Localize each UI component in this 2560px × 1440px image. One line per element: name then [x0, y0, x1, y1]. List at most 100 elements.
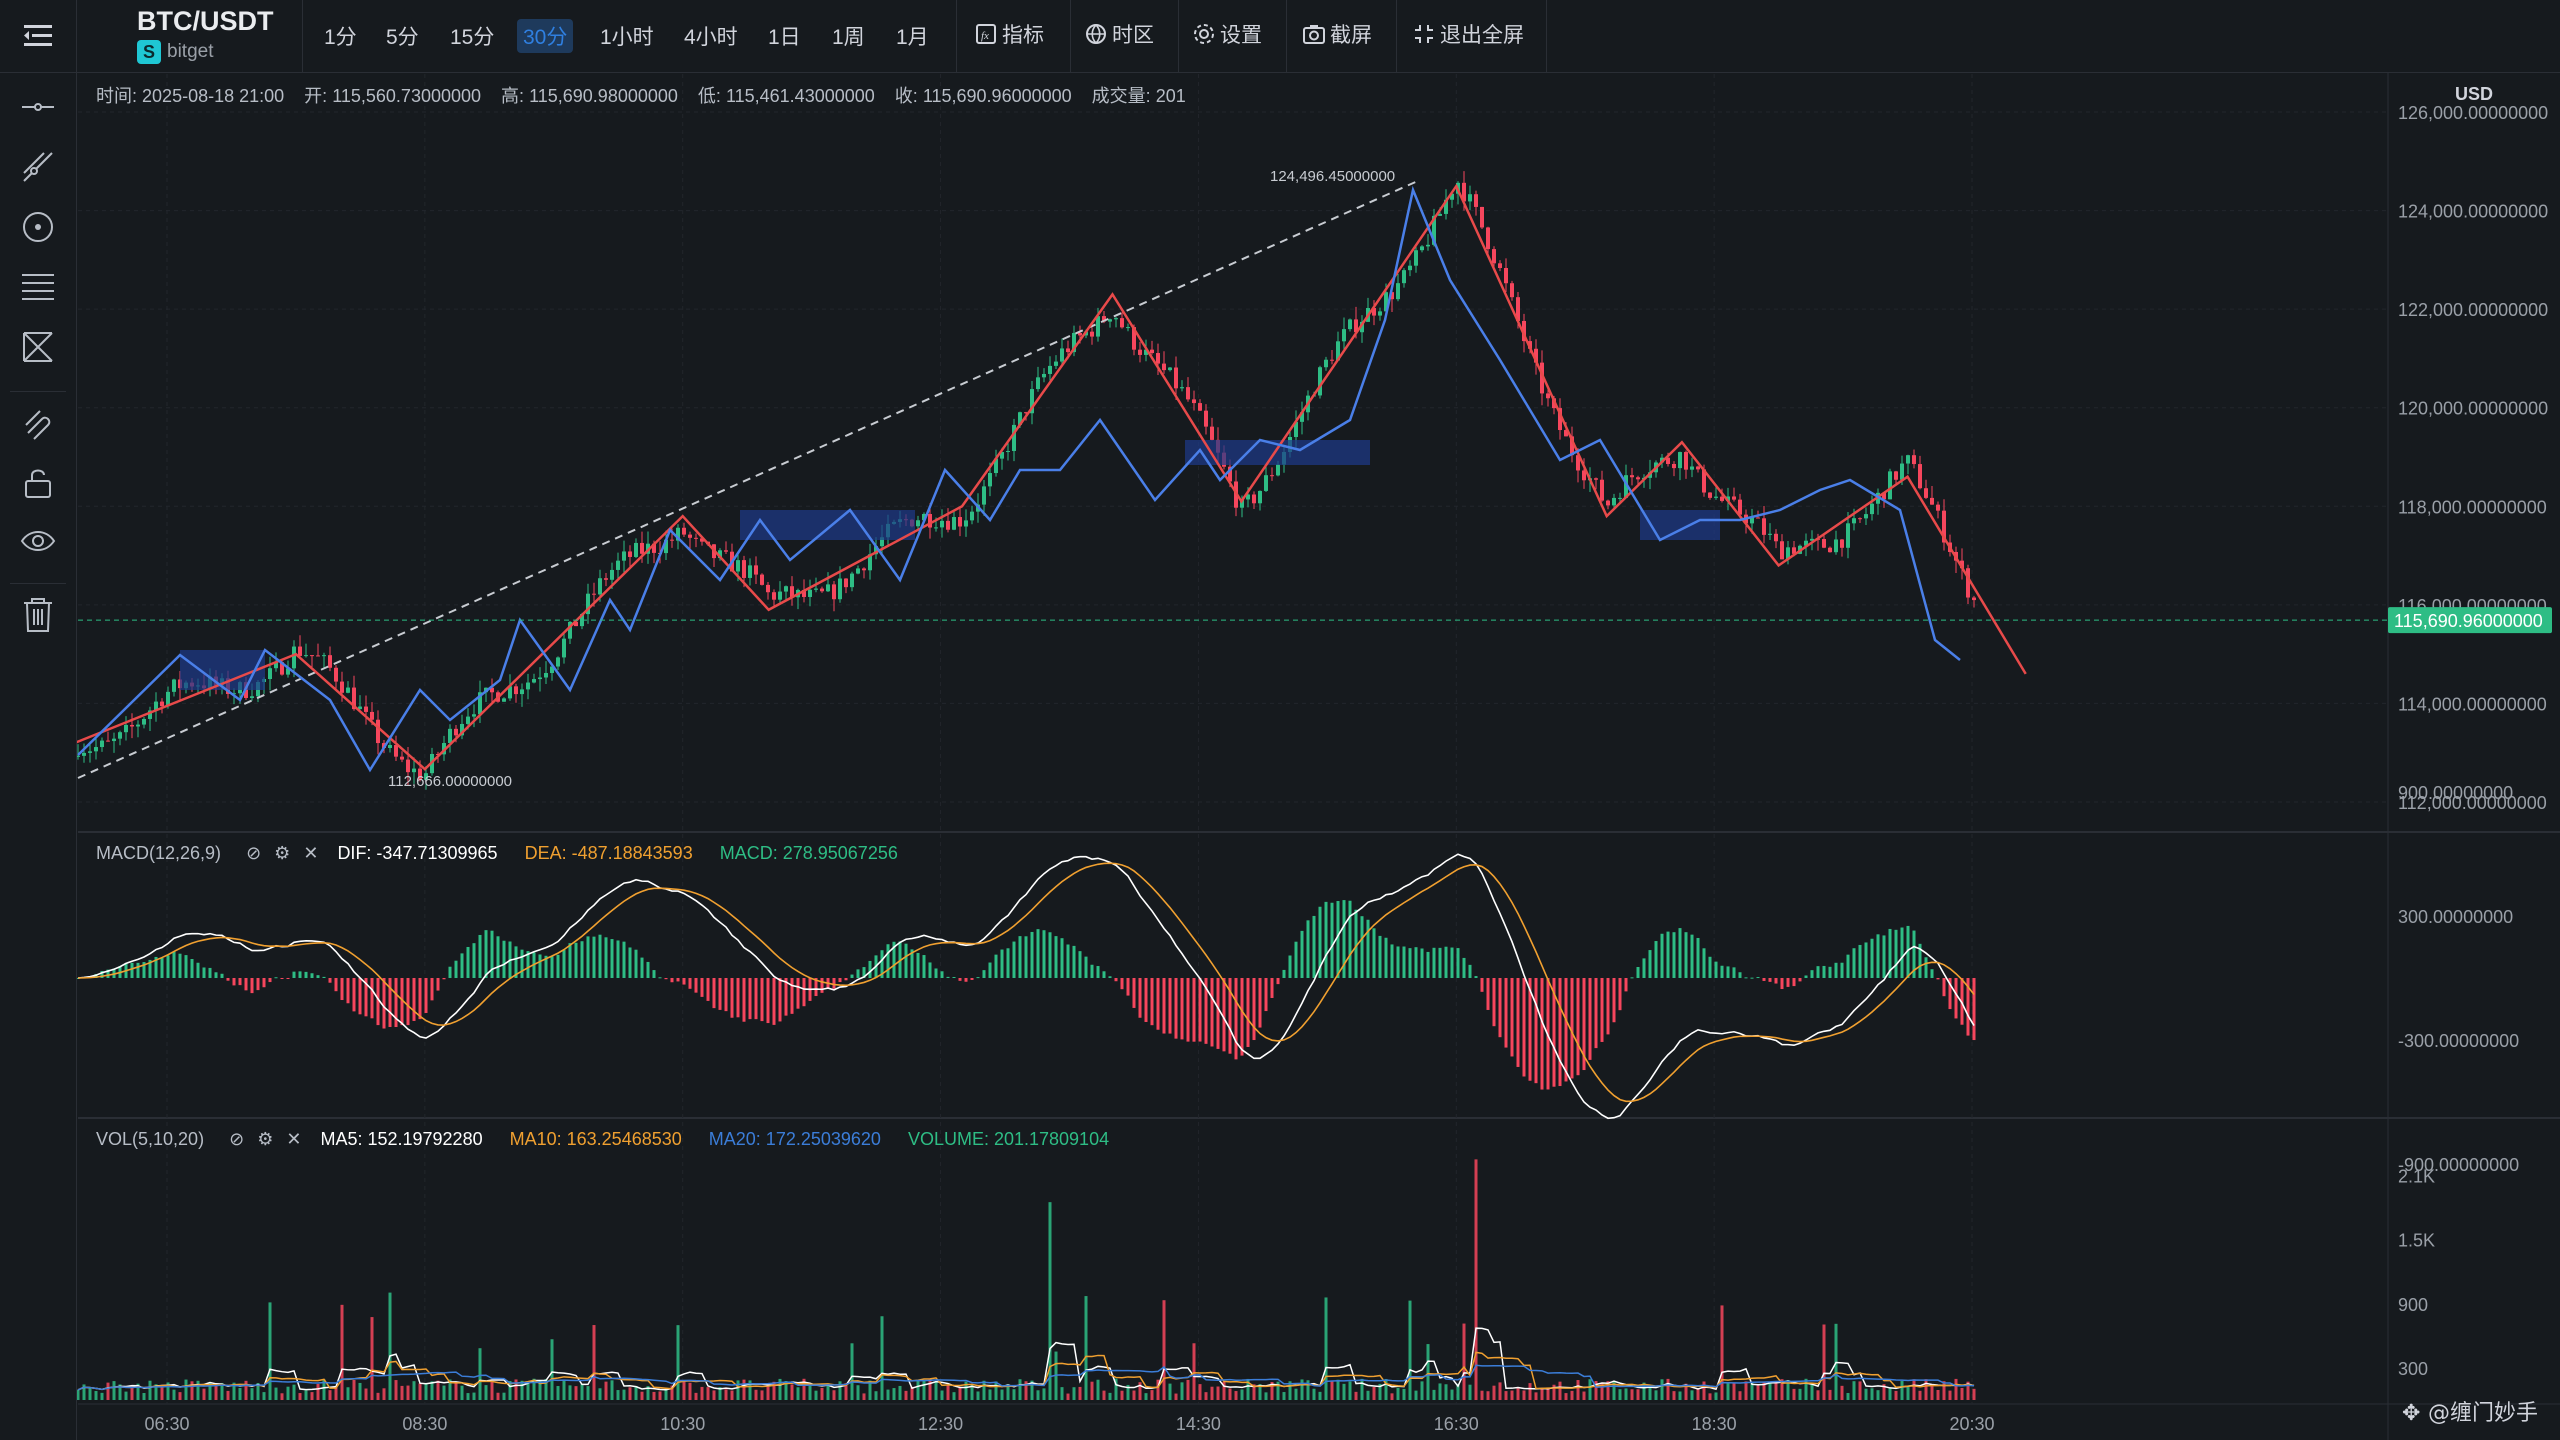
candle-body: [1768, 533, 1772, 535]
macd-histogram-bar: [394, 978, 398, 1028]
macd-visibility-icon[interactable]: ⊘: [246, 843, 262, 863]
volume-bar: [1084, 1296, 1088, 1400]
macd-histogram-bar: [1072, 945, 1076, 978]
interval-1d[interactable]: 1日: [768, 26, 801, 49]
settings-button[interactable]: 设置: [1192, 19, 1262, 49]
macd-histogram-bar: [334, 978, 338, 992]
candle-body: [1048, 365, 1052, 374]
macd-histogram-bar: [952, 977, 956, 979]
volume-bar: [160, 1386, 164, 1400]
macd-dea-line: [77, 862, 1975, 1103]
interval-1m[interactable]: 1分: [324, 26, 357, 49]
candle-body: [82, 752, 86, 756]
volume-bar: [166, 1382, 170, 1400]
candle-body: [958, 517, 962, 527]
vol-close-icon[interactable]: ✕: [286, 1129, 302, 1149]
candle-body: [1372, 308, 1376, 316]
pattern-icon[interactable]: [18, 327, 58, 367]
volume-bar: [1108, 1392, 1112, 1400]
exit-fullscreen-button[interactable]: 退出全屏: [1412, 19, 1524, 49]
macd-histogram-bar: [478, 934, 482, 978]
candle-body: [1186, 387, 1190, 400]
candle-body: [952, 517, 956, 530]
horizontal-line-icon[interactable]: [18, 87, 58, 127]
price-tick-label: 124,000.00000000: [2398, 202, 2548, 222]
magnet-icon[interactable]: [18, 403, 58, 443]
macd-histogram-bar: [946, 976, 950, 978]
volume-bar: [328, 1390, 332, 1400]
price-tick-label: 114,000.00000000: [2398, 694, 2547, 714]
volume-bar: [400, 1385, 404, 1400]
volume-bar: [970, 1384, 974, 1400]
volume-bar: [484, 1385, 488, 1400]
screenshot-button[interactable]: 截屏: [1302, 19, 1372, 49]
candle-body: [694, 537, 698, 539]
interval-1h[interactable]: 1小时: [600, 26, 654, 49]
volume-bar: [1186, 1379, 1190, 1400]
macd-histogram-bar: [1900, 927, 1904, 978]
interval-30m[interactable]: 30分: [517, 19, 574, 53]
volume-bar: [1774, 1380, 1778, 1400]
interval-1w[interactable]: 1周: [832, 26, 865, 49]
interval-4h[interactable]: 4小时: [684, 26, 738, 49]
volume-bar: [982, 1380, 986, 1400]
macd-histogram-bar: [1780, 978, 1784, 990]
macd-histogram-bar: [610, 939, 614, 978]
macd-histogram-bar: [1864, 942, 1868, 978]
macd-histogram-bar: [1192, 978, 1196, 1042]
macd-close-icon[interactable]: ✕: [303, 843, 319, 863]
macd-histogram-bar: [658, 977, 662, 979]
macd-histogram-bar: [1366, 919, 1370, 978]
volume-bar: [1606, 1381, 1610, 1400]
interval-15m[interactable]: 15分: [450, 26, 495, 49]
indicator-icon: fx: [976, 24, 996, 44]
trend-line-icon[interactable]: [18, 147, 58, 187]
circle-tool-icon[interactable]: [18, 207, 58, 247]
macd-value: MACD: 278.95067256: [719, 843, 898, 863]
macd-histogram-bar: [1126, 978, 1130, 996]
macd-histogram-bar: [520, 949, 524, 978]
candle-body: [1666, 457, 1670, 464]
volume-bar: [814, 1390, 818, 1400]
candle-body: [334, 667, 338, 682]
macd-histogram-bar: [1468, 964, 1472, 978]
timezone-button[interactable]: 时区: [1084, 19, 1154, 49]
macd-histogram-bar: [1258, 978, 1262, 1028]
volume-bar: [592, 1325, 596, 1400]
volume-bar: [316, 1383, 320, 1400]
interval-1mo[interactable]: 1月: [896, 26, 929, 49]
vol-settings-icon[interactable]: ⚙: [257, 1129, 274, 1149]
zigzag-red-line: [37, 183, 2027, 771]
macd-histogram-bar: [1402, 946, 1406, 978]
macd-histogram-bar: [232, 978, 236, 986]
volume-bar: [1750, 1382, 1754, 1400]
macd-histogram-bar: [748, 978, 752, 1020]
volume-bar: [472, 1392, 476, 1400]
macd-histogram-bar: [472, 943, 476, 978]
indicators-button[interactable]: fx 指标: [974, 19, 1044, 49]
macd-settings-icon[interactable]: ⚙: [274, 843, 291, 863]
volume-bar: [694, 1392, 698, 1400]
macd-histogram-bar: [1252, 978, 1256, 1041]
macd-histogram-bar: [1330, 902, 1334, 978]
symbol-title[interactable]: BTC/USDT: [137, 6, 274, 36]
eye-icon[interactable]: [18, 521, 58, 561]
candle-body: [1240, 499, 1244, 508]
vol-visibility-icon[interactable]: ⊘: [229, 1129, 245, 1149]
fib-lines-icon[interactable]: [18, 267, 58, 307]
interval-5m[interactable]: 5分: [386, 26, 419, 49]
macd-histogram-bar: [994, 954, 998, 978]
macd-histogram-bar: [1606, 978, 1610, 1035]
candle-body: [100, 740, 104, 748]
macd-histogram-bar: [1084, 956, 1088, 978]
unlock-icon[interactable]: [18, 463, 58, 503]
volume-bar: [1672, 1391, 1676, 1400]
macd-histogram-bar: [1630, 977, 1634, 979]
candle-body: [1618, 497, 1622, 499]
candle-body: [1144, 349, 1148, 355]
volume-bar: [1462, 1323, 1466, 1400]
menu-icon[interactable]: [22, 22, 56, 50]
volume-bar: [646, 1386, 650, 1400]
trash-icon[interactable]: [18, 595, 58, 635]
